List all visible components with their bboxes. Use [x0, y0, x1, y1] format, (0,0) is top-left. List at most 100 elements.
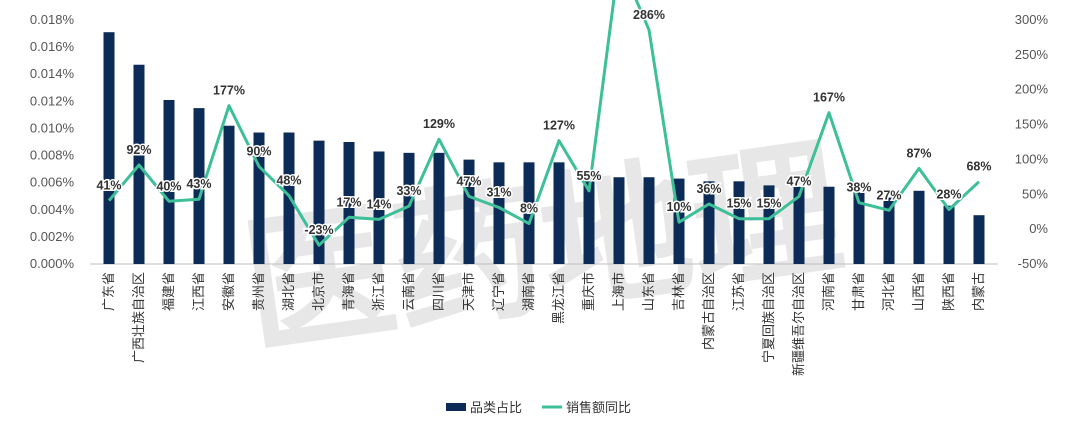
bar [583, 174, 595, 264]
bar [193, 108, 205, 264]
bar [943, 205, 955, 264]
data-label: 47% [786, 174, 811, 188]
y-left-tick-label: 0.002% [30, 229, 75, 244]
category-label: 浙江省 [372, 272, 387, 311]
legend: 品类占比 销售额同比 [446, 400, 631, 416]
data-label: 10% [666, 200, 691, 214]
bar [763, 185, 775, 264]
watermark: 医药地理 [233, 121, 851, 377]
category-label: 广西壮族自治区 [131, 272, 147, 363]
data-label: 14% [366, 197, 391, 211]
data-label: 36% [696, 182, 721, 196]
data-label: 31% [486, 186, 511, 200]
category-label: 河北省 [882, 272, 897, 311]
category-label: 湖北省 [282, 272, 297, 311]
data-label: 167% [813, 91, 845, 105]
data-label: 28% [936, 188, 961, 202]
category-label: 青海省 [342, 272, 357, 311]
bar [823, 186, 835, 264]
bar [403, 152, 415, 264]
category-label: 新疆维吾尔自治区 [791, 272, 807, 376]
data-label: 40% [156, 179, 181, 193]
category-label: 陕西省 [942, 272, 957, 311]
data-label: 127% [543, 119, 575, 133]
legend-label-bar: 品类占比 [470, 401, 522, 416]
data-label: 68% [966, 160, 991, 174]
data-label: 92% [126, 143, 151, 157]
data-labels: 41% 92% 40% 43% 177% 90% 48% -23%17% 14% 33% 129% 4… [95, 6, 993, 238]
bar [373, 151, 385, 264]
data-label: 27% [876, 188, 901, 202]
data-label: 15% [726, 197, 751, 211]
bar [103, 32, 115, 265]
category-label: 四川省 [432, 272, 447, 311]
bar [883, 197, 895, 264]
bar [313, 140, 325, 264]
y-right-tick-label: 250% [1015, 47, 1049, 62]
bar [973, 215, 985, 264]
category-label: 广东省 [102, 272, 117, 311]
category-label: 内蒙古自治区 [701, 272, 717, 350]
y-left-tick-label: 0.006% [30, 175, 75, 190]
legend-label-line: 销售额同比 [566, 400, 631, 416]
y-left-tick-label: 0.010% [30, 120, 75, 135]
data-label: -23% [304, 223, 333, 237]
data-label: 41% [96, 179, 121, 193]
category-label: 吉林省 [672, 272, 687, 311]
y-axis-right: -50% 0% 50% 100% 150% 200% 250% 300% [1015, 12, 1049, 271]
y-right-tick-label: 0% [1029, 221, 1048, 236]
category-label: 黑龙江省 [552, 272, 567, 324]
category-label: 甘肃省 [852, 272, 867, 311]
category-label: 天津市 [461, 272, 477, 311]
category-label: 福建省 [162, 272, 177, 311]
y-right-tick-label: 150% [1015, 117, 1049, 132]
category-label: 上海市 [611, 272, 627, 311]
x-axis-category-labels: 广东省 广西壮族自治区 福建省 江西省 安徽省 贵州省 湖北省 北京市 青海省 浙江省 云南省 四川省… [102, 272, 987, 376]
bar [733, 181, 745, 264]
y-left-tick-label: 0.014% [30, 66, 75, 81]
data-label: 177% [213, 84, 245, 98]
data-label: 33% [396, 184, 421, 198]
data-label: 38% [846, 181, 871, 195]
category-label: 贵州省 [252, 272, 267, 311]
y-left-tick-label: 0.004% [30, 202, 75, 217]
data-label: 47% [456, 174, 481, 188]
y-axis-left: 0.000% 0.002% 0.004% 0.006% 0.008% 0.010% 0.01… [30, 12, 75, 271]
data-label: 17% [336, 195, 361, 209]
data-label: 55% [576, 169, 601, 183]
category-label: 云南省 [401, 272, 417, 311]
line-path [107, 0, 981, 247]
line-series-sales-yoy [107, 0, 981, 247]
y-left-tick-label: 0.000% [30, 256, 75, 271]
y-right-tick-label: 100% [1015, 151, 1049, 166]
y-right-tick-label: 300% [1015, 12, 1049, 27]
y-left-tick-label: 0.018% [30, 12, 75, 27]
category-label: 宁夏回族自治区 [761, 272, 777, 363]
bar [913, 190, 925, 264]
bar [793, 186, 805, 264]
bar [553, 162, 565, 264]
bar [343, 142, 355, 264]
data-label: 129% [423, 117, 455, 131]
category-label: 江西省 [192, 272, 207, 311]
bar [433, 152, 445, 264]
y-right-tick-label: 200% [1015, 82, 1049, 97]
category-label: 辽宁省 [491, 272, 507, 311]
category-label: 山西省 [912, 272, 927, 311]
bar [613, 177, 625, 264]
y-right-tick-label: 50% [1022, 186, 1048, 201]
bar [463, 159, 475, 264]
bar [163, 99, 175, 264]
bar [223, 125, 235, 264]
data-label: 43% [186, 177, 211, 191]
data-label: 48% [276, 174, 301, 188]
bar [493, 162, 505, 264]
category-label: 内蒙古 [971, 272, 987, 311]
bar [853, 192, 865, 264]
data-label: 90% [246, 144, 271, 158]
y-left-tick-label: 0.016% [30, 39, 75, 54]
data-label: 286% [633, 8, 665, 22]
category-label: 安徽省 [222, 272, 237, 311]
bar [643, 177, 655, 264]
